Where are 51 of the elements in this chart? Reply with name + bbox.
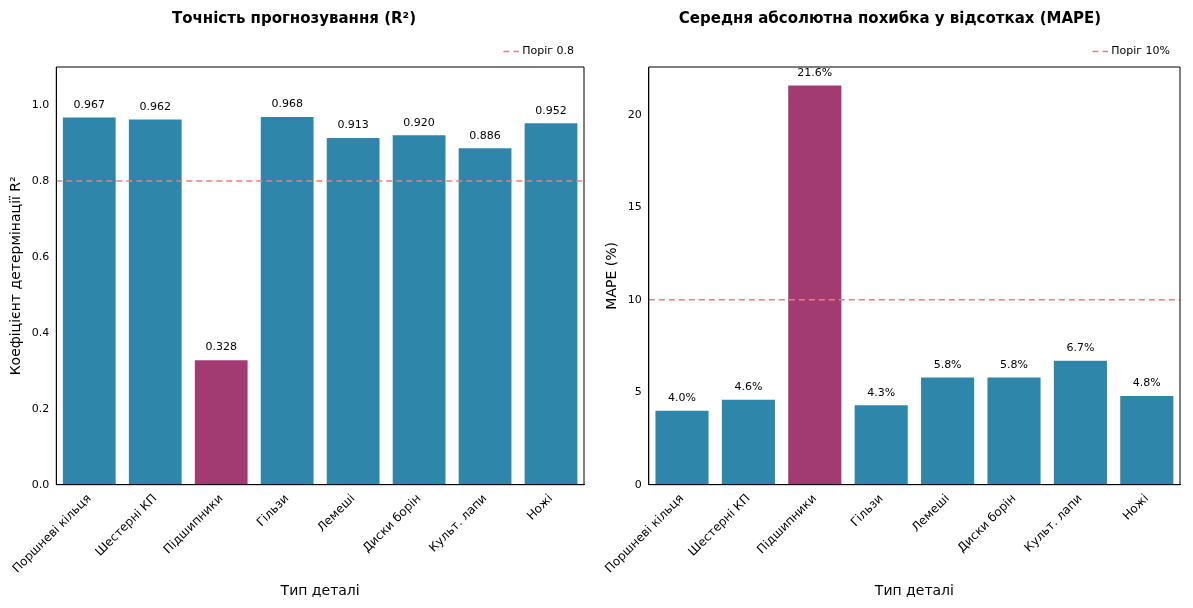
bar: [392, 135, 446, 485]
x-axis-title: Тип деталі: [279, 582, 360, 599]
y-tick-label: 10: [627, 292, 642, 306]
data-label: 21.6%: [797, 65, 833, 79]
data-label: 4.6%: [734, 380, 763, 394]
bar: [987, 377, 1041, 485]
chart-title: Точність прогнозування (R²): [171, 8, 417, 27]
data-label: 0.968: [271, 97, 303, 111]
bar: [260, 117, 314, 485]
y-tick-label: 1.0: [31, 97, 50, 111]
bar: [326, 138, 380, 485]
legend-label: Поріг 0.8: [522, 44, 574, 58]
bar: [62, 117, 116, 485]
data-label: 0.328: [205, 340, 237, 354]
data-label: 5.8%: [1000, 357, 1028, 371]
data-label: 6.7%: [1066, 341, 1095, 355]
bar: [788, 85, 842, 485]
y-tick-label: 0.6: [31, 249, 50, 263]
y-tick-label: 20: [627, 107, 642, 121]
y-tick-label: 5: [634, 385, 642, 399]
bar: [1120, 395, 1174, 485]
data-label: 0.920: [403, 115, 435, 129]
bar: [524, 123, 578, 485]
bar: [1053, 360, 1107, 485]
data-label: 4.0%: [668, 391, 696, 405]
x-axis-title: Тип деталі: [873, 582, 954, 599]
legend-label: Поріг 10%: [1111, 44, 1170, 58]
data-label: 4.8%: [1132, 376, 1161, 390]
bar: [655, 410, 709, 485]
bar: [854, 405, 908, 485]
bar: [458, 148, 512, 485]
y-tick-label: 0.8: [31, 173, 50, 187]
chart-title: Середня абсолютна похибка у відсотках (MAPE): [678, 8, 1102, 27]
y-tick-label: 0: [634, 477, 642, 491]
bar: [921, 377, 975, 485]
data-label: 4.3%: [867, 385, 896, 399]
data-label: 5.8%: [933, 357, 962, 371]
data-label: 0.952: [535, 103, 567, 117]
y-axis-title: MAPE (%): [603, 242, 620, 310]
data-label: 0.913: [337, 118, 369, 132]
data-label: 0.962: [139, 99, 171, 113]
y-tick-label: 0.0: [31, 477, 50, 491]
y-axis-title: Коефіцієнт детермінації R²: [7, 176, 24, 376]
bar: [721, 399, 775, 485]
bar: [194, 360, 248, 485]
data-label: 0.967: [73, 97, 106, 111]
y-tick-label: 0.4: [31, 325, 50, 339]
y-tick-label: 0.2: [31, 401, 50, 415]
bar: [128, 119, 182, 485]
y-tick-label: 15: [627, 200, 642, 214]
data-label: 0.886: [469, 128, 501, 142]
